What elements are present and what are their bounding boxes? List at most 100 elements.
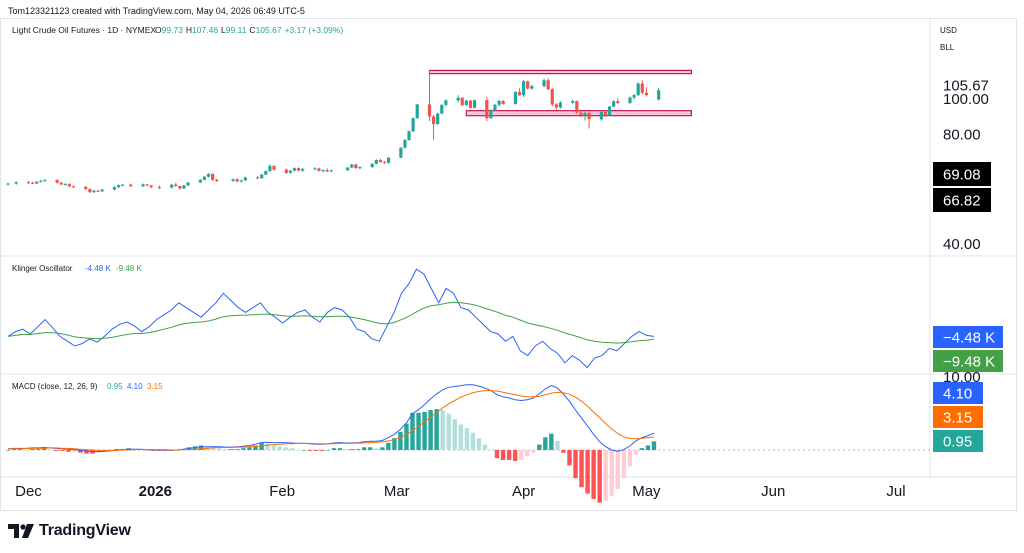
chart-frame[interactable] xyxy=(0,18,1017,511)
y-tick-label: 40.00 xyxy=(943,236,981,253)
klinger-title: Klinger Oscillator xyxy=(12,264,73,273)
macd-histogram-bar xyxy=(331,448,337,450)
macd-badge-bg xyxy=(933,382,983,404)
macd-histogram-bar xyxy=(229,449,234,450)
macd-histogram-bar xyxy=(615,450,620,490)
candle xyxy=(145,184,149,187)
macd-histogram-bar xyxy=(253,445,258,450)
candle xyxy=(231,178,235,182)
zone-support xyxy=(465,110,692,117)
price-badges: 105.67 69.08 66.82 −4.48 K −9.48 K 4.10 3.15 0.… xyxy=(933,78,1003,452)
candle-body xyxy=(174,184,178,187)
candle-body xyxy=(116,185,121,188)
candle-body xyxy=(260,174,264,179)
candle-body xyxy=(464,100,468,106)
candle xyxy=(116,184,121,188)
candle xyxy=(403,139,407,149)
macd-histogram-bar xyxy=(313,450,319,451)
macd-histogram-bar xyxy=(549,433,554,450)
candle-body xyxy=(407,131,411,140)
candle-body xyxy=(456,97,460,101)
macd-histogram-bar xyxy=(476,438,482,450)
candle xyxy=(386,157,391,164)
macd-histogram-bar xyxy=(525,450,530,457)
candle xyxy=(632,94,636,100)
candle-body xyxy=(427,104,432,117)
candle-body xyxy=(63,184,67,186)
candles xyxy=(6,70,661,194)
macd-histogram-bar xyxy=(48,450,53,451)
macd-histogram-bar xyxy=(561,450,566,453)
macd-histogram-bar xyxy=(295,450,300,451)
candle-body xyxy=(485,100,489,119)
candle-body xyxy=(231,179,235,181)
macd-histogram-bar xyxy=(235,449,240,450)
candle xyxy=(59,181,63,186)
candle-body xyxy=(30,182,35,184)
macd-histogram-bar xyxy=(645,445,651,450)
candle-body xyxy=(170,184,174,188)
candle-body xyxy=(92,190,96,193)
candle xyxy=(485,96,489,122)
candle-body xyxy=(472,100,477,108)
candle xyxy=(607,105,612,116)
candle xyxy=(313,167,317,171)
candle-body xyxy=(628,97,632,104)
last-price-badge-text: 105.67 xyxy=(943,78,989,95)
macd-histogram-bar xyxy=(506,450,512,460)
candle xyxy=(182,184,186,190)
price-badge-high-bg xyxy=(933,162,991,186)
candle-body xyxy=(558,102,563,108)
candle xyxy=(354,163,358,169)
klinger-signal-badge: −9.48 K xyxy=(933,350,1003,372)
candle xyxy=(464,99,468,106)
klinger-line xyxy=(7,268,655,369)
macd-badge: 4.10 xyxy=(933,382,983,404)
candle xyxy=(558,101,563,109)
zone-resistance xyxy=(428,69,692,75)
candle-body xyxy=(268,165,272,172)
candle xyxy=(112,186,116,191)
macd-histogram-bar xyxy=(392,438,397,450)
macd-histogram-bar xyxy=(639,448,645,450)
macd-histogram-bar xyxy=(603,450,608,501)
macd-histogram-bar xyxy=(211,447,216,450)
candle xyxy=(88,188,92,194)
macd-histogram-bar xyxy=(452,419,457,450)
candle-body xyxy=(603,111,608,115)
candle-body xyxy=(444,100,448,105)
macd-histogram-bar xyxy=(597,450,602,503)
candle xyxy=(460,97,464,107)
candle xyxy=(284,168,288,174)
candle xyxy=(186,181,190,187)
candle-body xyxy=(178,186,182,189)
candle-body xyxy=(26,182,31,184)
candle xyxy=(542,78,546,88)
candle-body xyxy=(382,161,387,163)
candle-body xyxy=(206,173,211,177)
macd-legend-value: 3.15 xyxy=(147,382,163,391)
candle-body xyxy=(215,179,219,181)
macd-histogram-bar xyxy=(518,450,524,460)
macd-histogram-bar xyxy=(651,441,657,450)
candle xyxy=(579,109,583,118)
x-tick-label: Jul xyxy=(886,483,905,500)
macd-histogram-bar xyxy=(494,450,500,459)
chart-labels: Light Crude Oil Futures · 1D · NYMEXO99.… xyxy=(12,25,989,500)
macd-histogram-bar xyxy=(512,450,518,461)
candle xyxy=(264,170,268,176)
tradingview-logo[interactable]: TradingView xyxy=(8,522,131,540)
candle xyxy=(268,164,272,172)
candle-body xyxy=(575,101,579,113)
x-tick-label: Dec xyxy=(15,483,42,500)
x-tick-label: 2026 xyxy=(139,483,172,500)
candle xyxy=(30,181,35,185)
macd-histogram-bar xyxy=(591,450,596,500)
candle-body xyxy=(129,184,133,187)
candle-body xyxy=(272,165,276,170)
klinger-signal-line xyxy=(7,301,655,344)
unit-label: BLL xyxy=(940,43,955,52)
candle xyxy=(657,87,661,101)
macd-histogram-bar xyxy=(247,447,252,450)
